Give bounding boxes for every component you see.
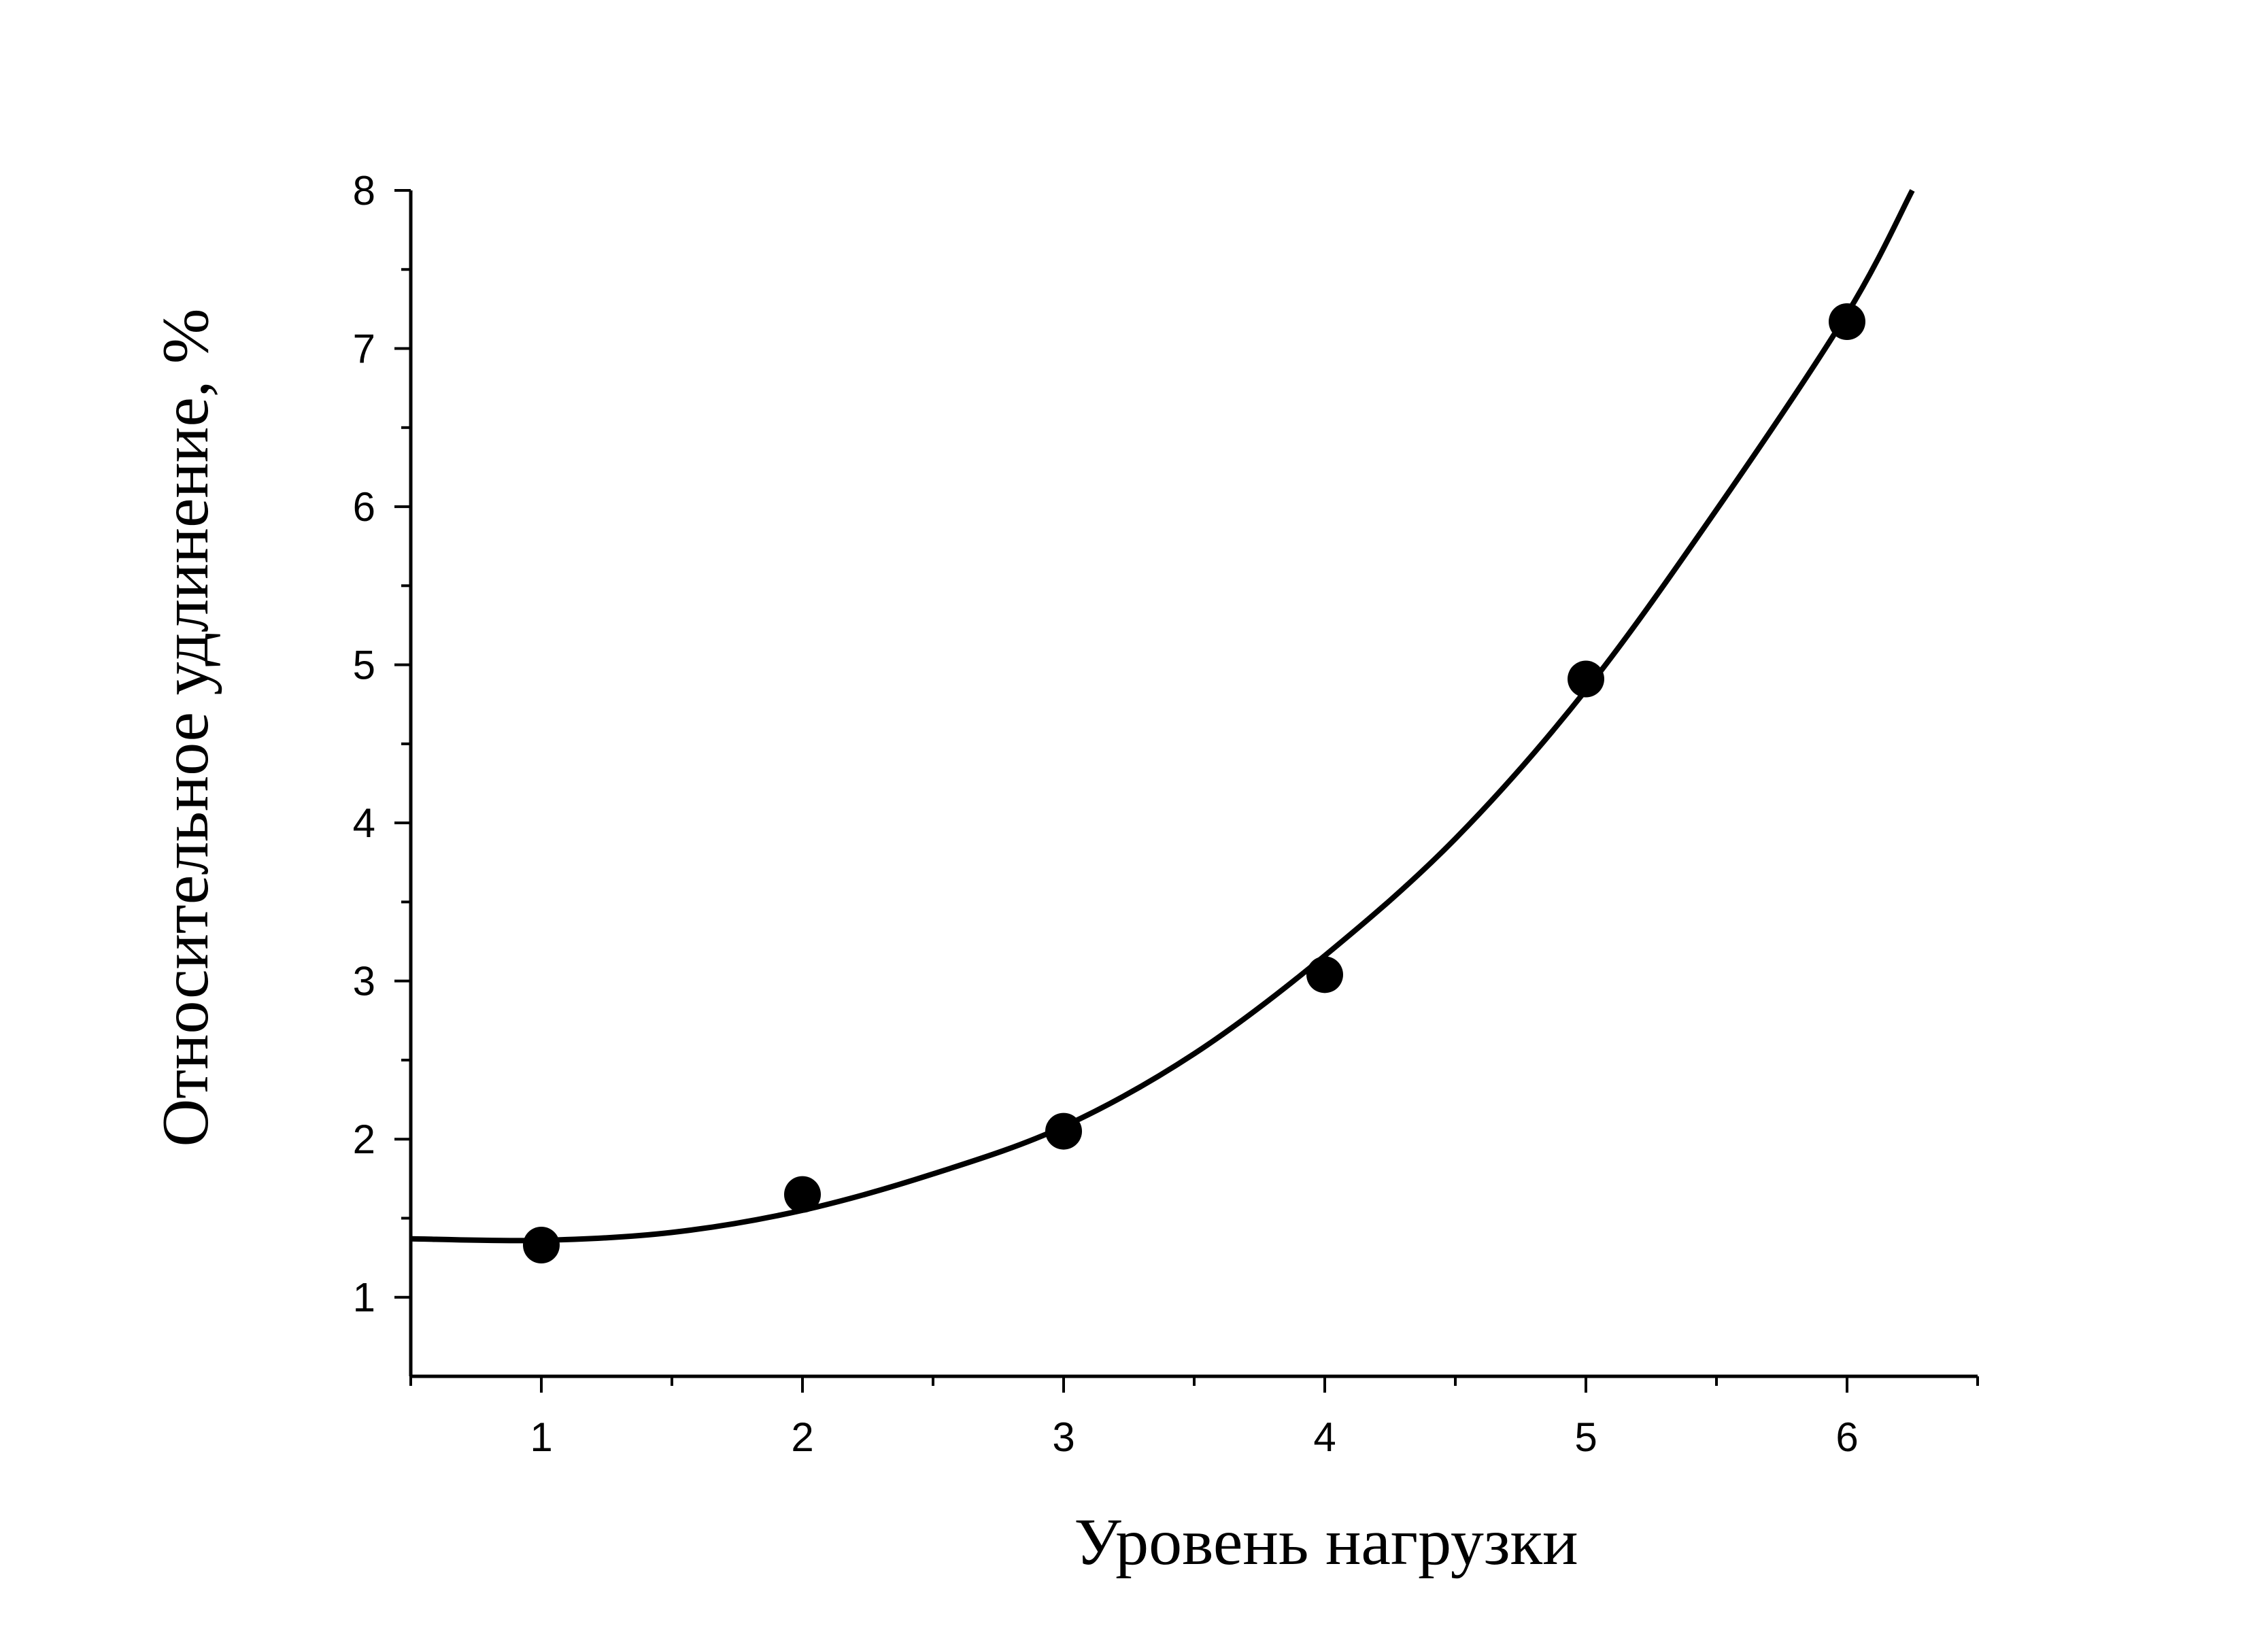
y-tick-label: 7 [353, 326, 375, 372]
x-tick-label: 4 [1313, 1414, 1336, 1460]
data-point [523, 1226, 560, 1263]
y-tick-label: 3 [353, 959, 375, 1004]
y-tick-label: 4 [353, 800, 375, 846]
data-points [523, 303, 1865, 1263]
axes [409, 190, 1978, 1378]
x-tick-label: 5 [1574, 1414, 1597, 1460]
x-tick-label: 6 [1835, 1414, 1858, 1460]
y-tick-label: 2 [353, 1117, 375, 1162]
tick-labels: 1 2 3 4 5 6 1 2 3 4 5 6 7 8 [353, 168, 1859, 1460]
data-point [1045, 1112, 1082, 1150]
y-tick-label: 8 [353, 168, 375, 214]
x-axis-title: Уровень нагрузки [1074, 1506, 1578, 1579]
y-tick-label: 1 [353, 1275, 375, 1321]
data-point [784, 1176, 821, 1213]
ticks [394, 189, 1979, 1393]
y-tick-label: 5 [353, 643, 375, 688]
data-point [1829, 303, 1865, 341]
x-tick-label: 2 [791, 1414, 813, 1460]
fit-curve [410, 189, 1915, 1244]
y-tick-label: 6 [353, 484, 375, 530]
x-tick-label: 1 [530, 1414, 552, 1460]
data-point [1306, 956, 1343, 993]
x-tick-label: 3 [1052, 1414, 1074, 1460]
y-axis-title: Относительное удлинение, % [149, 309, 222, 1147]
data-point [1568, 660, 1604, 698]
